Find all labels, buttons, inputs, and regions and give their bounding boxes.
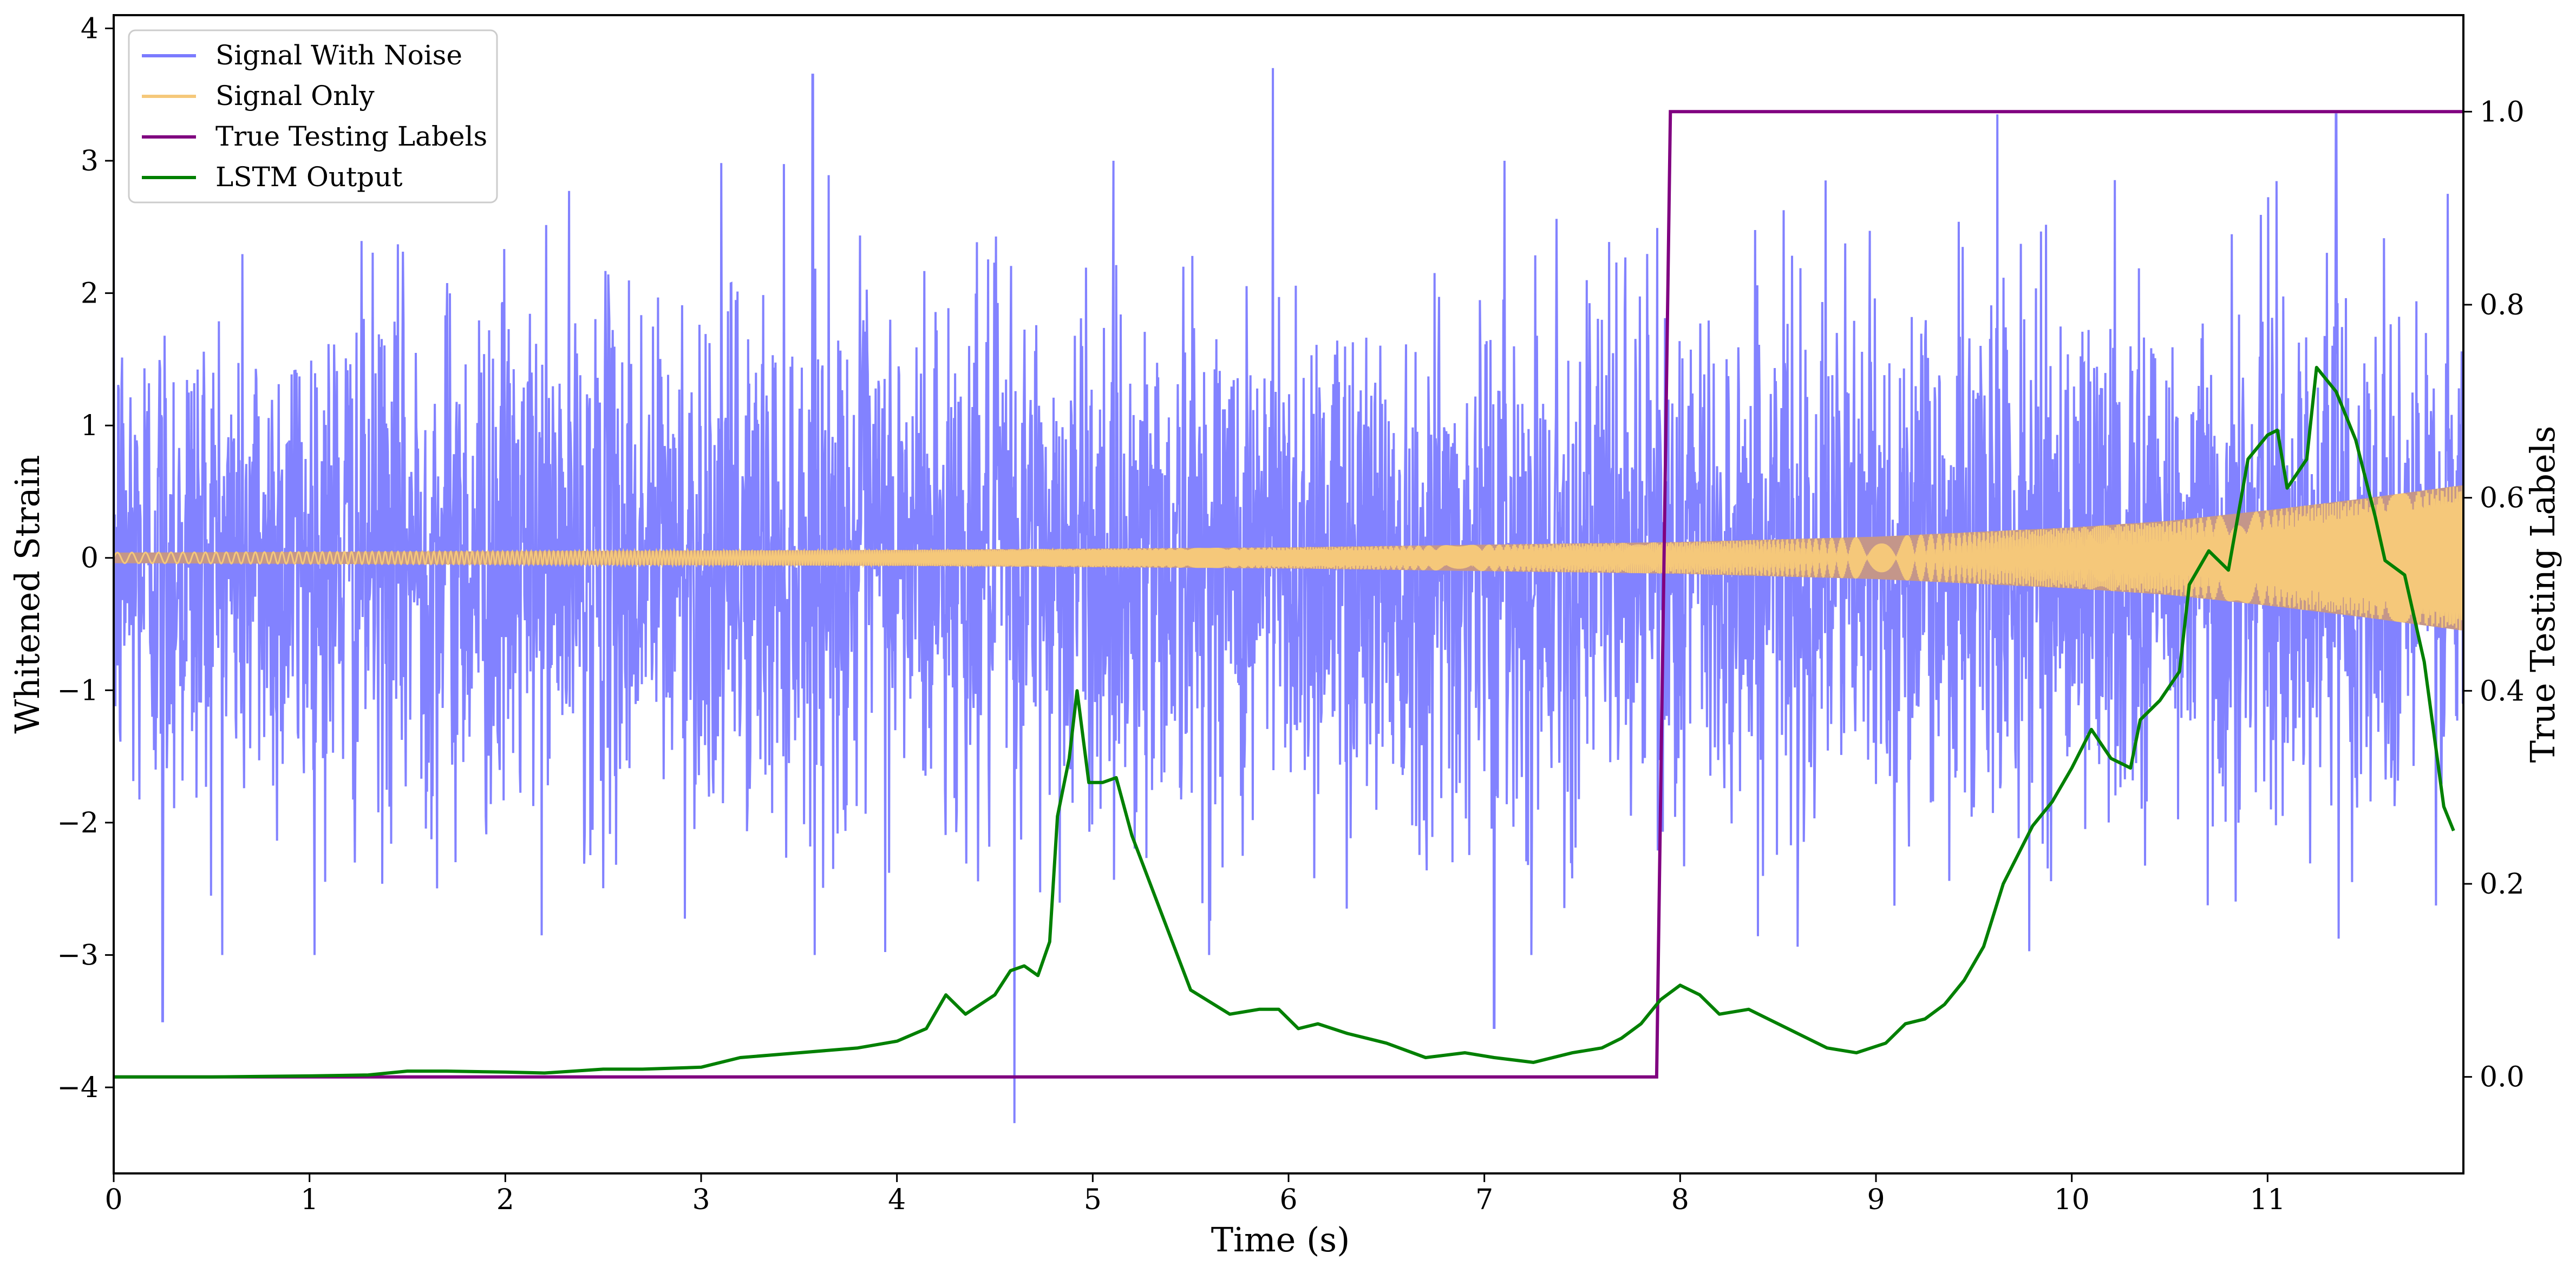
x-tick-label: 3 [692,1184,710,1216]
right-y-tick-label: 0.4 [2480,675,2525,707]
x-tick-label: 7 [1475,1184,1493,1216]
left-y-tick-label: 4 [81,12,99,45]
left-y-axis-label: Whitened Strain [8,455,47,734]
left-y-tick-label: −2 [57,807,99,839]
legend-label-lstm-output: LSTM Output [215,161,402,193]
signal-only-series [114,485,2463,631]
x-tick-label: 9 [1867,1184,1885,1216]
x-tick-label: 5 [1084,1184,1102,1216]
legend-box [128,29,498,204]
legend-label-true-testing-labels: True Testing Labels [215,121,487,152]
legend-label-signal-with-noise: Signal With Noise [215,40,462,71]
true-testing-labels-series [114,110,2463,1079]
right-y-tick-label: 0.8 [2480,289,2525,321]
x-tick-label: 0 [104,1184,122,1216]
right-y-tick-label: 1.0 [2480,96,2525,128]
right-y-tick-label: 0.2 [2480,868,2525,901]
plot-area [114,68,2463,1124]
left-y-tick-label: 3 [81,145,99,178]
legend-label-signal-only: Signal Only [215,80,375,111]
left-y-tick-label: 0 [81,542,99,575]
signal-with-noise-series [114,68,2463,1124]
x-tick-label: 1 [300,1184,318,1216]
right-y-tick-label: 0.6 [2480,482,2525,515]
legend: Signal With Noise Signal Only True Testi… [128,29,498,204]
x-tick-label: 4 [888,1184,906,1216]
x-tick-label: 10 [2054,1184,2090,1216]
x-tick-label: 8 [1671,1184,1689,1216]
x-tick-label: 2 [496,1184,514,1216]
right-y-axis-label: True Testing Labels [2523,426,2562,763]
left-y-tick-label: 2 [81,278,99,310]
left-y-tick-label: −4 [57,1072,99,1104]
left-y-tick-label: −3 [57,939,99,972]
axis-ticks: 0 1 2 3 4 5 6 7 8 9 10 1143210−1−2−3−41.00.80.60.40… [57,12,2524,1216]
lstm-output-series [114,365,2455,1079]
left-y-tick-label: −1 [57,674,99,707]
x-tick-label: 6 [1279,1184,1297,1216]
x-axis-label: Time (s) [1211,1220,1350,1259]
right-y-tick-label: 0.0 [2480,1061,2525,1094]
left-y-tick-label: 1 [81,410,99,442]
x-tick-label: 11 [2250,1184,2285,1216]
